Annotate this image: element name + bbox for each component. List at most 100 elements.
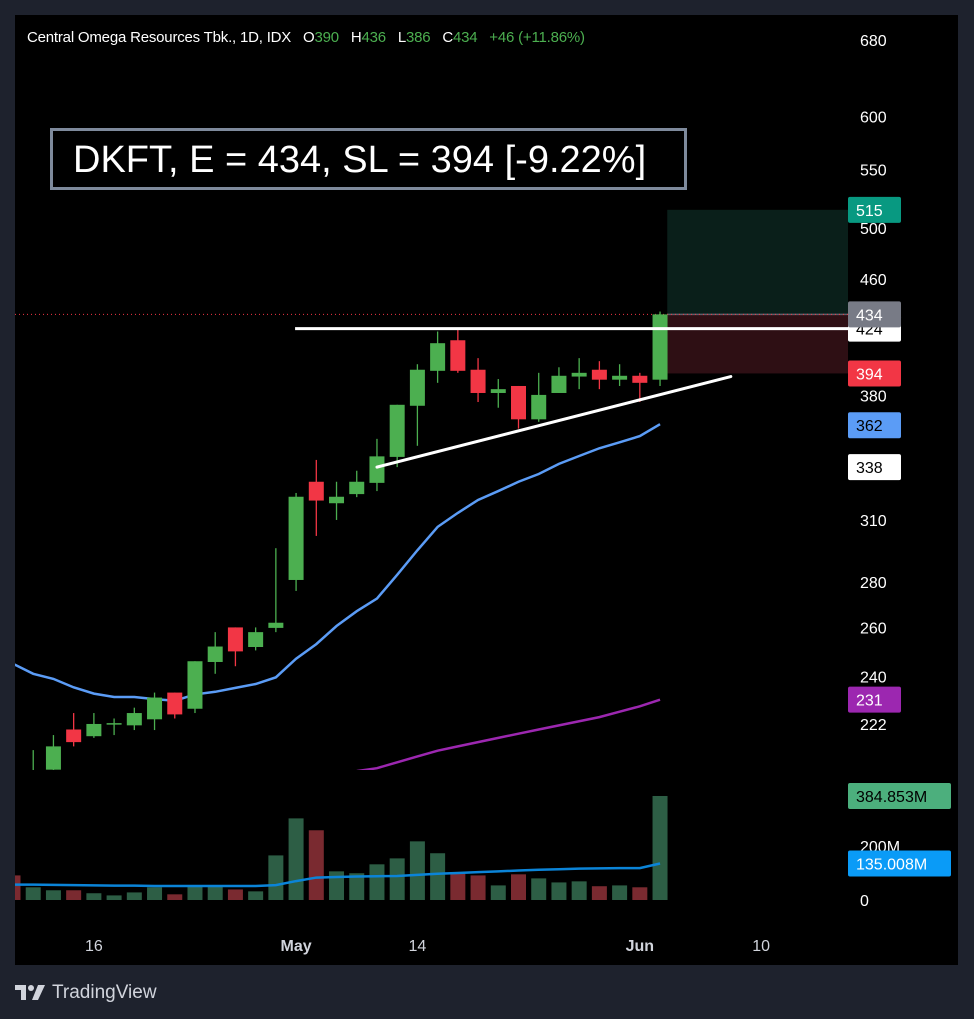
ma-slow-line [356,698,661,770]
price-tick-label: 680 [860,33,887,50]
candle-body [450,340,466,371]
price-tick-label: 380 [860,389,887,406]
price-tick-label: 222 [860,717,887,734]
candle [349,470,365,498]
price-tick-label: 310 [860,513,887,530]
symbol-legend: Central Omega Resources Tbk., 1D, IDX O3… [27,29,585,46]
volume-bar [86,893,102,900]
volume-bar [470,875,486,900]
price-tick-label: 500 [860,221,887,238]
ma-fast-line [15,423,661,703]
volume-bar [490,885,506,900]
time-tick-label: May [281,938,312,955]
candle-body [389,404,405,457]
price-tick-label: 280 [860,575,887,592]
candle-body [187,661,203,709]
high-value: 436 [361,29,386,46]
volume-bar [571,881,587,900]
support-trendline [375,375,733,469]
low-label: L [397,29,406,46]
candle [490,379,506,408]
price-badge: 434 [856,307,883,324]
candle [126,707,142,731]
volume-bar [409,841,425,900]
candle [612,364,628,386]
candle [329,481,345,520]
candle-body [248,632,264,648]
candle [591,361,607,390]
tradingview-logo-icon [15,985,45,1000]
candle-body [511,385,526,420]
price-tick-label: 550 [860,163,887,180]
volume-bar [15,875,21,900]
candle [470,358,486,403]
price-badge: 362 [856,418,883,435]
symbol-name: Central Omega Resources Tbk., 1D, IDX [27,29,292,46]
chart-pane[interactable] [15,15,958,965]
candle-body [207,646,223,662]
close-value: 434 [452,29,478,46]
candle [308,459,324,536]
candle-body [470,369,486,393]
price-badge: 394 [856,366,883,383]
candle [268,548,284,633]
time-tick-label: 16 [85,938,103,955]
candle-body [106,723,122,725]
candle-body [147,697,163,720]
high-label: H [350,29,362,46]
volume-bar [308,830,324,900]
candle-body [490,389,506,393]
candle-body [531,394,547,420]
candle [288,492,304,591]
candle [511,385,526,429]
candle [430,331,446,383]
candle-body [86,723,102,737]
brand-name: TradingView [52,982,157,1003]
time-tick-label: 10 [752,938,770,955]
open-label: O [303,29,315,46]
candle-body [26,773,41,788]
candle-body [6,773,21,788]
close-label: C [442,29,453,46]
volume-bar [126,892,142,900]
volume-bar [207,885,223,900]
candle-body [268,622,284,628]
candle [106,718,122,736]
price-badge-bg [848,850,951,877]
candle-body [66,729,82,743]
candle [369,438,385,492]
tradingview-logo[interactable]: TradingView [15,982,157,1004]
volume-tick-label: 0 [860,893,869,910]
price-badge-bg [848,412,901,439]
candle [450,330,466,373]
candle-body [652,314,668,380]
price-badge-bg [848,686,901,713]
candle [531,372,547,422]
open-value: 390 [314,29,339,46]
volume-bar [591,886,607,900]
trade-annotation-box[interactable]: DKFT, E = 434, SL = 394 [-9.22%] [50,128,687,190]
volume-badge: 135.008M [856,857,927,874]
support-price-badge: 338 [856,460,883,477]
price-tick-label: 240 [860,669,887,686]
candle [389,404,405,468]
volume-bar [450,873,466,900]
volume-bar [167,894,183,900]
volume-bar [248,891,264,900]
volume-bar [25,887,41,900]
candle [551,367,567,393]
candle [6,770,21,794]
volume-bar [389,858,405,900]
price-tick-label: 460 [860,272,887,289]
candle-body [591,369,607,380]
price-badge-bg [848,360,901,387]
candle [652,311,668,386]
candle [571,358,587,390]
candle-body [45,746,61,770]
candle [147,692,163,731]
volume-bar [632,887,648,900]
candle-body [430,343,446,371]
volume-bar [329,871,345,900]
candle-body [409,369,425,406]
